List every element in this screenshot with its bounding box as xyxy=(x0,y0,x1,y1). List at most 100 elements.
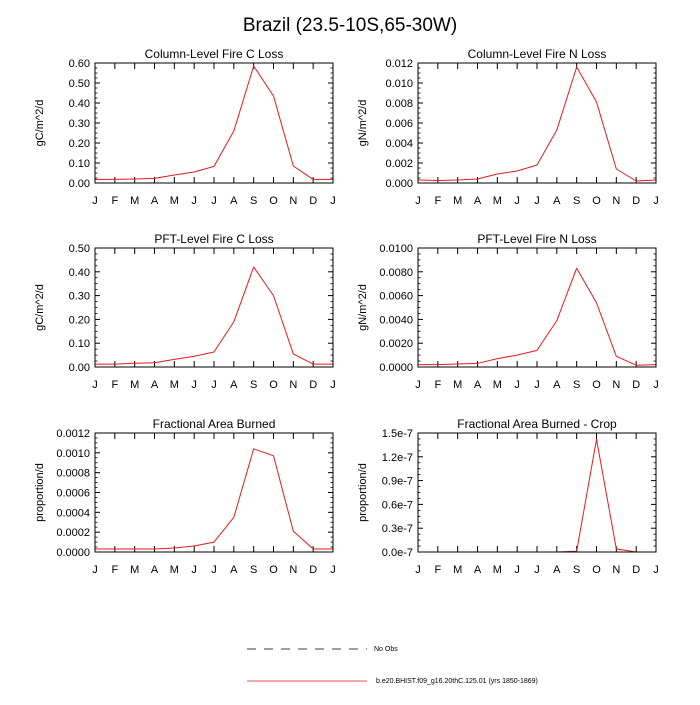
panel-2-xtick-label: S xyxy=(573,195,580,207)
panel-1-ytick-label: 0.40 xyxy=(69,98,90,110)
panel-1-xtick-label: F xyxy=(111,195,118,207)
panel-5-frame xyxy=(94,432,334,553)
panel-3-xtick-label: F xyxy=(111,379,118,391)
panel-1-ytick-label: 0.20 xyxy=(69,138,90,150)
panel-3-xtick-label: O xyxy=(269,379,278,391)
panel-4-xtick-label: M xyxy=(453,379,462,391)
panel-6-ylabel: proportion/d xyxy=(357,463,369,522)
panel-2-ytick-label: 0.010 xyxy=(385,78,413,90)
panel-2-ytick-label: 0.004 xyxy=(385,138,413,150)
panel-5-ytick-label: 0.0000 xyxy=(56,547,90,559)
panel-4-xtick-label: M xyxy=(493,379,502,391)
panel-3-xtick-label: A xyxy=(151,379,159,391)
panel-3-xtick-label: J xyxy=(211,379,217,391)
panel-5-series-line xyxy=(95,448,333,550)
panel-4-ylabel: gN/m^2/d xyxy=(357,284,369,331)
panel-2: Column-Level Fire N Loss gN/m^2/d 0.000 0.0… xyxy=(357,47,659,207)
panel-3-xtick-label: M xyxy=(170,379,179,391)
panel-6-ytick-label: 1.5e-7 xyxy=(382,428,413,440)
panel-6-frame xyxy=(417,432,657,553)
panel-4-xtick-label: A xyxy=(474,379,482,391)
panel-4-series-line xyxy=(418,267,657,366)
panel-6-xtick-label: O xyxy=(592,564,601,576)
panel-6-xtick-label: J xyxy=(415,564,421,576)
panel-1-xtick-label: A xyxy=(230,195,238,207)
panel-3: PFT-Level Fire C Loss gC/m^2/d 0.00 0.10 0.2… xyxy=(34,232,336,391)
panel-4-xtick-label: J xyxy=(534,379,540,391)
panel-1-series-line xyxy=(95,65,333,180)
panel-5-ytick-label: 0.0002 xyxy=(56,527,90,539)
panel-6-xtick-label: M xyxy=(493,564,502,576)
panel-6: Fractional Area Burned - Crop proportion/… xyxy=(357,417,659,576)
panel-3-ytick-label: 0.20 xyxy=(69,314,90,326)
panel-4-xtick-label: O xyxy=(592,379,601,391)
panel-5-ytick-label: 0.0008 xyxy=(56,468,90,480)
panel-4-ytick-label: 0.0080 xyxy=(379,267,413,279)
panel-4-xtick-label: J xyxy=(415,379,421,391)
panel-6-ytick-label: 0.9e-7 xyxy=(382,476,413,488)
panel-3-xtick-label: A xyxy=(230,379,238,391)
panel-2-xtick-label: A xyxy=(553,195,561,207)
panel-5-xtick-label: J xyxy=(191,564,197,576)
panel-5-xtick-label: M xyxy=(130,564,139,576)
panel-2-frame xyxy=(417,62,657,184)
panel-1-ytick-label: 0.30 xyxy=(69,118,90,130)
panel-2-ytick-label: 0.002 xyxy=(385,158,413,170)
panel-5-ytick-label: 0.0010 xyxy=(56,448,90,460)
panel-3-xtick-label: M xyxy=(130,379,139,391)
panel-1-title: Column-Level Fire C Loss xyxy=(145,47,284,61)
panel-1-ytick-label: 0.00 xyxy=(69,178,90,190)
panel-3-ytick-label: 0.50 xyxy=(69,243,90,255)
panel-2-title: Column-Level Fire N Loss xyxy=(468,47,607,61)
panel-4-xtick-label: D xyxy=(632,379,640,391)
panel-5-xtick-label: A xyxy=(230,564,238,576)
panel-6-xtick-label: J xyxy=(653,564,659,576)
panel-3-xtick-label: J xyxy=(330,379,336,391)
panel-2-ytick-label: 0.000 xyxy=(385,178,413,190)
panel-5-ylabel: proportion/d xyxy=(34,463,46,522)
panel-3-ytick-label: 0.00 xyxy=(69,362,90,374)
panel-5-xtick-label: D xyxy=(309,564,317,576)
panel-5-ytick-label: 0.0004 xyxy=(56,507,90,519)
panel-3-ylabel: gC/m^2/d xyxy=(34,284,46,331)
panel-6-xtick-label: M xyxy=(453,564,462,576)
panel-5-ytick-label: 0.0006 xyxy=(56,488,90,500)
panel-3-ytick-label: 0.40 xyxy=(69,267,90,279)
panel-5-xtick-label: S xyxy=(250,564,257,576)
panel-1-xtick-label: J xyxy=(330,195,336,207)
panel-5-ytick-label: 0.0012 xyxy=(56,428,90,440)
panel-3-xtick-label: S xyxy=(250,379,257,391)
figure-title: Brazil (23.5-10S,65-30W) xyxy=(243,15,457,36)
panel-2-xtick-label: M xyxy=(493,195,502,207)
panel-5-xtick-label: J xyxy=(92,564,98,576)
panel-6-xtick-label: N xyxy=(612,564,620,576)
panel-1-xtick-label: J xyxy=(92,195,98,207)
panel-1-xtick-label: D xyxy=(309,195,317,207)
panel-6-ytick-label: 1.2e-7 xyxy=(382,452,413,464)
panel-2-xtick-label: J xyxy=(415,195,421,207)
panel-3-frame xyxy=(94,247,334,368)
panel-2-xtick-label: M xyxy=(453,195,462,207)
legend: No Obs b.e20.BHIST.f09_g16.20thC.125.01 … xyxy=(247,646,538,685)
panel-4-xtick-label: A xyxy=(553,379,561,391)
panel-2-ytick-label: 0.008 xyxy=(385,98,413,110)
panel-1-ytick-label: 0.50 xyxy=(69,78,90,90)
panel-5-xtick-label: N xyxy=(289,564,297,576)
panel-2-ytick-label: 0.012 xyxy=(385,58,413,70)
panel-4-ytick-label: 0.0020 xyxy=(379,338,413,350)
panel-4: PFT-Level Fire N Loss gN/m^2/d 0.0000 0.002… xyxy=(357,232,659,391)
panel-4-ytick-label: 0.0040 xyxy=(379,314,413,326)
legend-model-label: b.e20.BHIST.f09_g16.20thC.125.01 (yrs 18… xyxy=(376,678,538,685)
panel-3-xtick-label: J xyxy=(191,379,197,391)
panel-6-xtick-label: A xyxy=(553,564,561,576)
panel-4-ytick-label: 0.0060 xyxy=(379,291,413,303)
panel-5-xtick-label: O xyxy=(269,564,278,576)
panel-2-xtick-label: A xyxy=(474,195,482,207)
panel-1-frame xyxy=(94,62,334,184)
panel-2-ytick-label: 0.006 xyxy=(385,118,413,130)
panel-3-xtick-label: D xyxy=(309,379,317,391)
panel-1: Column-Level Fire C Loss gC/m^2/d 0.00 0.10… xyxy=(34,47,336,207)
panels: Column-Level Fire C Loss gC/m^2/d 0.00 0.10… xyxy=(34,47,659,576)
panel-6-xtick-label: F xyxy=(434,564,441,576)
